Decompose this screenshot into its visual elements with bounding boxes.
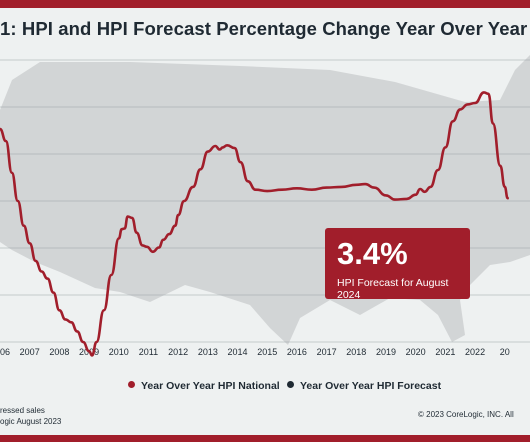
x-tick-label: 06: [0, 347, 10, 357]
x-tick-label: 2017: [317, 347, 337, 357]
x-tick-label: 2020: [406, 347, 426, 357]
series-lines: [0, 91, 509, 357]
legend-national-swatch: [128, 381, 135, 388]
x-tick-label: 2021: [435, 347, 455, 357]
callout-label: HPI Forecast for August 2024: [337, 277, 449, 301]
x-tick-label: 2014: [228, 347, 248, 357]
x-tick-label: 2012: [168, 347, 188, 357]
legend-item-national: Year Over Year HPI National: [128, 380, 280, 392]
x-tick-label: 2013: [198, 347, 218, 357]
chart-title: 1: HPI and HPI Forecast Percentage Chang…: [0, 18, 528, 39]
callout-value: 3.4%: [337, 236, 408, 271]
series-line-0: [0, 91, 509, 357]
x-tick-label: 2008: [49, 347, 69, 357]
x-tick-label: 20: [500, 347, 510, 357]
forecast-callout: 3.4% HPI Forecast for August 2024: [325, 228, 470, 301]
legend-national-label: Year Over Year HPI National: [141, 380, 280, 392]
x-tick-label: 2016: [287, 347, 307, 357]
top-accent-bar: [0, 0, 530, 8]
x-tick-label: 2007: [20, 347, 40, 357]
x-tick-label: 2019: [376, 347, 396, 357]
us-map-background: [0, 55, 530, 345]
bottom-accent-bar: [0, 435, 530, 442]
footer-copyright: © 2023 CoreLogic, INC. All: [418, 410, 514, 419]
legend-forecast-label: Year Over Year HPI Forecast: [300, 380, 442, 392]
legend-item-forecast: Year Over Year HPI Forecast: [287, 380, 441, 392]
footer-note-line2: ogic August 2023: [0, 417, 62, 426]
x-tick-label: 2011: [139, 347, 158, 357]
x-tick-label: 2022: [465, 347, 485, 357]
x-tick-label: 2015: [257, 347, 277, 357]
x-tick-label: 2018: [346, 347, 366, 357]
x-tick-label: 2010: [109, 347, 129, 357]
grid: [0, 59, 530, 343]
x-axis: 06 2007 2008 2009 2010 2011 2012 2013 2014 2015 20…: [0, 347, 510, 357]
footer-note-line1: ressed sales: [0, 406, 45, 415]
legend-forecast-swatch: [287, 381, 294, 388]
